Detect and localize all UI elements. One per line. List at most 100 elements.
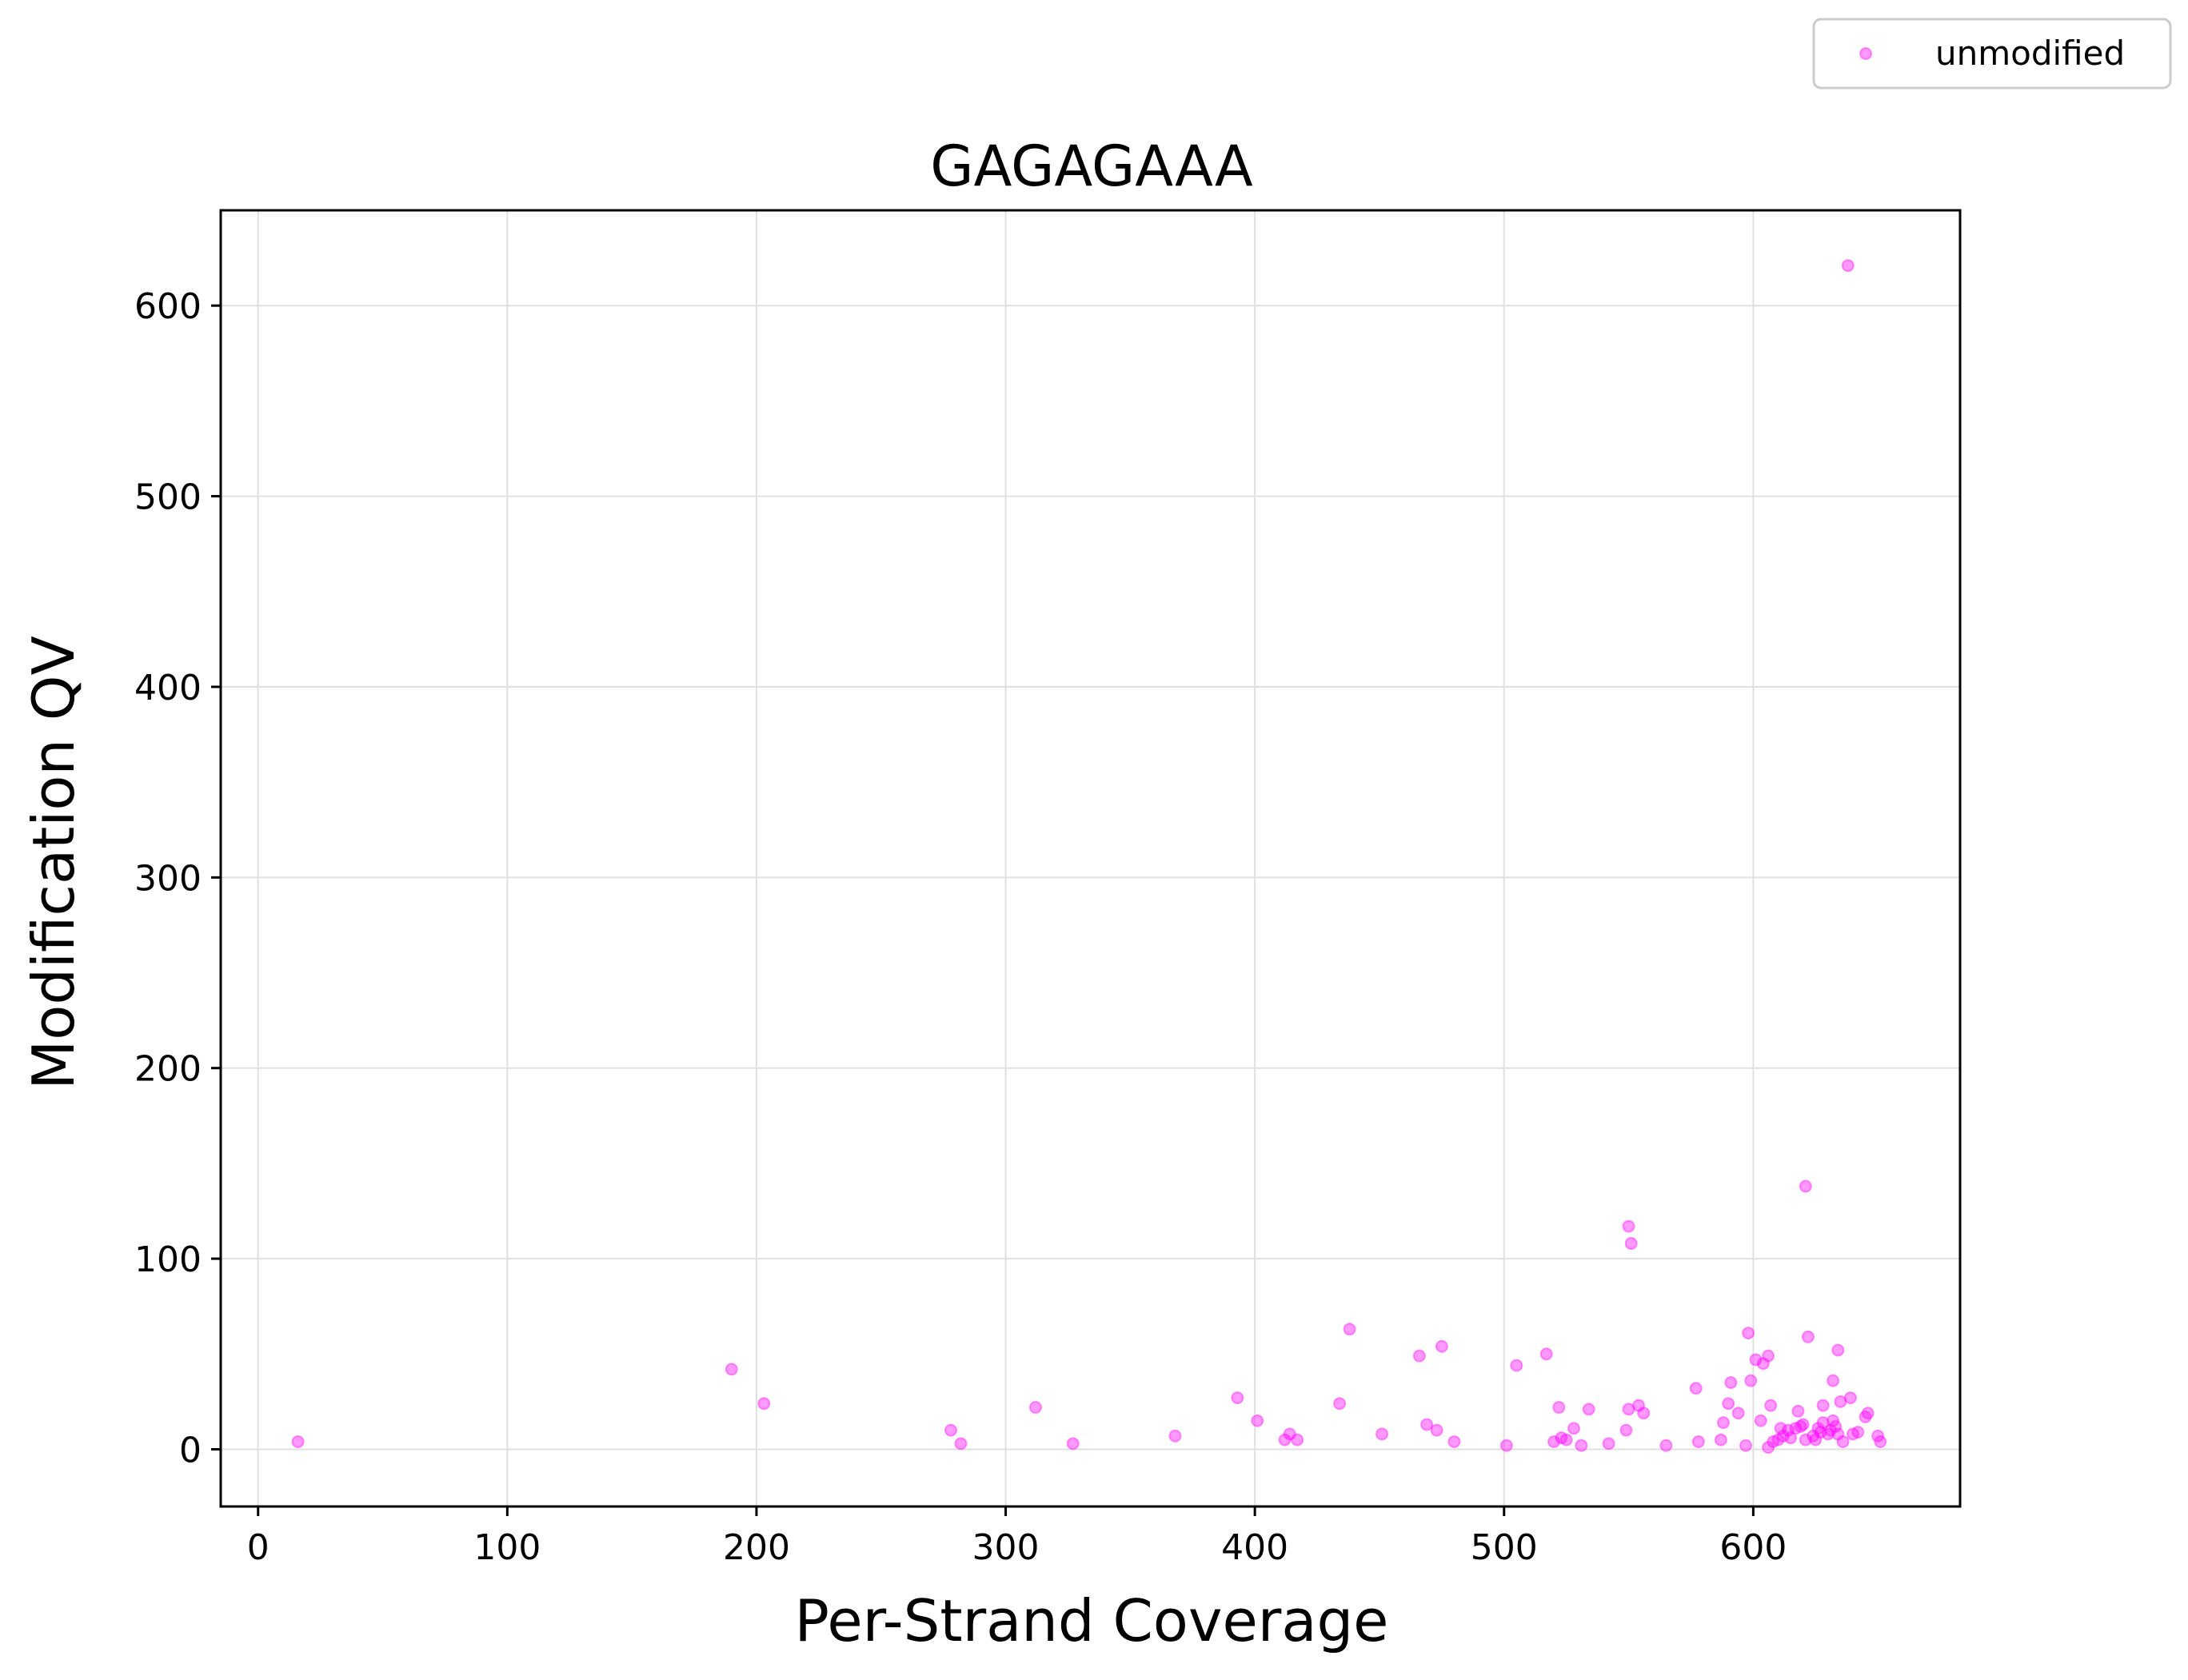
data-point — [1781, 1423, 1795, 1437]
data-point — [1784, 1431, 1798, 1445]
data-point — [1871, 1429, 1885, 1443]
data-point — [1836, 1435, 1850, 1448]
data-point — [1622, 1403, 1635, 1416]
legend-box — [1812, 18, 2172, 90]
y-tick-label: 300 — [134, 858, 202, 899]
data-point — [1333, 1397, 1347, 1411]
x-axis-title: Per-Strand Coverage — [795, 1587, 1389, 1654]
data-point — [1762, 1441, 1775, 1455]
data-point — [1744, 1374, 1758, 1387]
data-point — [1816, 1416, 1830, 1430]
data-point — [1834, 1395, 1847, 1408]
data-point — [1831, 1427, 1845, 1441]
data-point — [1767, 1435, 1780, 1448]
data-point — [1637, 1407, 1651, 1420]
data-point — [1827, 1374, 1840, 1387]
data-point — [1552, 1401, 1566, 1415]
data-point — [1619, 1423, 1633, 1437]
data-point — [1799, 1433, 1812, 1447]
data-point — [1829, 1419, 1843, 1433]
data-point — [1283, 1427, 1296, 1441]
data-point — [1807, 1429, 1820, 1443]
x-tick-label: 400 — [1221, 1527, 1288, 1568]
data-point — [1430, 1423, 1443, 1437]
data-point — [757, 1397, 771, 1411]
data-point — [1874, 1435, 1887, 1448]
data-point — [1814, 1426, 1827, 1439]
y-tick-label: 0 — [179, 1430, 202, 1470]
data-point — [1827, 1414, 1840, 1427]
data-point — [725, 1363, 738, 1376]
data-point — [1412, 1349, 1426, 1363]
data-point — [1739, 1439, 1753, 1452]
data-point — [1809, 1433, 1823, 1447]
data-point — [1291, 1433, 1304, 1447]
data-point — [1823, 1423, 1837, 1437]
data-point — [1567, 1422, 1581, 1435]
data-point — [1843, 1391, 1857, 1405]
data-point — [1731, 1407, 1745, 1420]
chart-title: GAGAGAAA — [930, 134, 1253, 199]
data-point — [1771, 1433, 1785, 1447]
x-tick-label: 600 — [1719, 1527, 1787, 1568]
data-point — [1231, 1391, 1244, 1405]
data-point — [1624, 1237, 1638, 1251]
data-point — [1762, 1349, 1775, 1363]
x-tick-label: 500 — [1471, 1527, 1538, 1568]
data-point — [1028, 1401, 1042, 1415]
data-point — [1794, 1419, 1807, 1433]
x-tick-label: 100 — [473, 1527, 541, 1568]
x-tick-label: 0 — [247, 1527, 270, 1568]
data-point — [1861, 1407, 1875, 1420]
data-point — [1582, 1403, 1595, 1416]
data-point — [1756, 1357, 1770, 1371]
data-point — [1575, 1439, 1588, 1452]
data-point — [1754, 1414, 1767, 1427]
legend-marker — [1859, 47, 1872, 60]
data-point — [1724, 1376, 1738, 1390]
data-point — [1168, 1429, 1182, 1443]
y-tick-label: 500 — [134, 477, 202, 518]
data-point — [1714, 1433, 1727, 1447]
data-point — [1811, 1422, 1825, 1435]
data-point — [1343, 1323, 1356, 1336]
x-tick-label: 300 — [972, 1527, 1040, 1568]
legend-label-unmodified: unmodified — [1935, 34, 2125, 73]
data-point — [1841, 259, 1855, 273]
y-axis-title: Modification QV — [20, 636, 87, 1090]
legend: unmodified — [1812, 18, 2172, 90]
data-point — [944, 1423, 958, 1437]
y-tick-label: 100 — [134, 1239, 202, 1280]
data-point — [1821, 1427, 1835, 1441]
data-point — [1742, 1327, 1755, 1340]
x-tick-label: 200 — [723, 1527, 790, 1568]
axis-ticks: 0 100 200 300 400 500 600 0 100 200 300 400 500 600 — [134, 286, 1787, 1568]
plot-frame — [219, 209, 1962, 1508]
data-point — [1851, 1426, 1865, 1439]
data-point — [1691, 1435, 1705, 1448]
y-tick-label: 400 — [134, 668, 202, 708]
data-point — [1764, 1399, 1778, 1412]
data-point — [1559, 1433, 1573, 1447]
grid-lines — [221, 210, 1960, 1506]
data-point — [1801, 1330, 1815, 1343]
data-point — [1375, 1427, 1389, 1441]
data-point — [1831, 1343, 1845, 1357]
y-tick-label: 600 — [134, 286, 202, 327]
data-point — [1799, 1179, 1812, 1193]
data-point — [1859, 1410, 1872, 1423]
data-point — [1847, 1427, 1860, 1441]
data-point — [1602, 1437, 1615, 1451]
data-points — [291, 259, 1887, 1455]
data-point — [1796, 1418, 1810, 1431]
data-point — [1749, 1353, 1763, 1367]
data-point — [1789, 1422, 1803, 1435]
data-point — [954, 1437, 968, 1451]
data-point — [1555, 1431, 1568, 1445]
data-point — [1816, 1399, 1830, 1412]
data-point — [1278, 1433, 1292, 1447]
data-point — [1716, 1416, 1730, 1430]
data-point — [1632, 1399, 1646, 1412]
